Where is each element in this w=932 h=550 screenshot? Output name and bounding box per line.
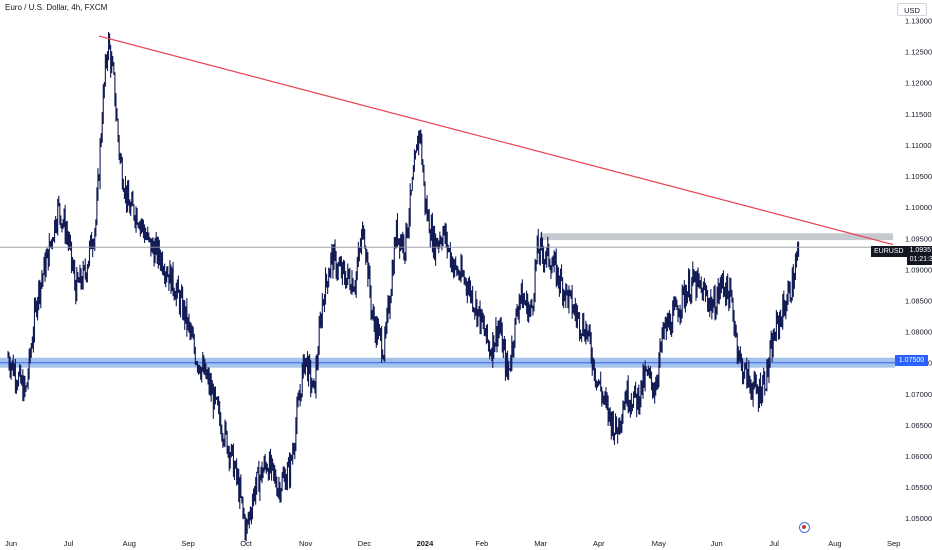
x-tick-label: Oct — [240, 539, 253, 548]
candle-wicks — [7, 31, 800, 542]
y-tick-label: 1.08500 — [905, 296, 932, 305]
y-tick-label: 1.05500 — [905, 483, 932, 492]
logo-icon[interactable] — [799, 522, 810, 533]
x-tick-label: 2024 — [417, 539, 435, 548]
y-tick-label: 1.08000 — [905, 328, 932, 337]
x-tick-label: Sep — [887, 539, 900, 548]
y-tick-label: 1.11500 — [905, 110, 932, 119]
trendline[interactable] — [98, 35, 894, 246]
x-tick-label: Jun — [5, 539, 17, 548]
y-tick-label: 1.11000 — [905, 141, 932, 150]
y-tick-label: 1.07000 — [905, 390, 932, 399]
x-tick-label: Sep — [181, 539, 194, 548]
currency-button[interactable]: USD — [897, 3, 927, 16]
y-tick-label: 1.12500 — [905, 48, 932, 57]
y-tick-label: 1.05000 — [905, 514, 932, 523]
x-tick-label: Dec — [358, 539, 372, 548]
support-level-tag: 1.07500 — [895, 355, 928, 366]
y-tick-label: 1.10500 — [905, 172, 932, 181]
chart-title: Euro / U.S. Dollar, 4h, FXCM — [5, 3, 108, 12]
x-tick-label: Aug — [123, 539, 136, 548]
x-tick-label: Jun — [711, 539, 723, 548]
x-tick-label: Apr — [593, 539, 605, 548]
last-price-value: 1.09357 — [909, 247, 932, 254]
candle-series — [7, 31, 800, 542]
x-tick-label: May — [652, 539, 666, 548]
y-tick-label: 1.12000 — [905, 79, 932, 88]
y-tick-label: 1.09000 — [905, 265, 932, 274]
resistance-zone[interactable] — [540, 233, 893, 241]
x-tick-label: Nov — [299, 539, 313, 548]
x-tick-label: Jul — [769, 539, 779, 548]
last-price-tag: EURUSD 1.09357 01:21:38 — [871, 246, 932, 265]
symbol-label: EURUSD — [871, 246, 907, 257]
x-tick-label: Feb — [475, 539, 488, 548]
bar-countdown: 01:21:38 — [909, 256, 932, 263]
x-tick-label: Aug — [828, 539, 841, 548]
y-tick-label: 1.06500 — [905, 421, 932, 430]
y-tick-label: 1.06000 — [905, 452, 932, 461]
y-tick-label: 1.13000 — [905, 17, 932, 26]
price-values: 1.09357 01:21:38 — [906, 246, 932, 265]
y-tick-label: 1.10000 — [905, 203, 932, 212]
x-tick-label: Jul — [64, 539, 74, 548]
x-tick-label: Mar — [534, 539, 547, 548]
y-tick-label: 1.09500 — [905, 234, 932, 243]
